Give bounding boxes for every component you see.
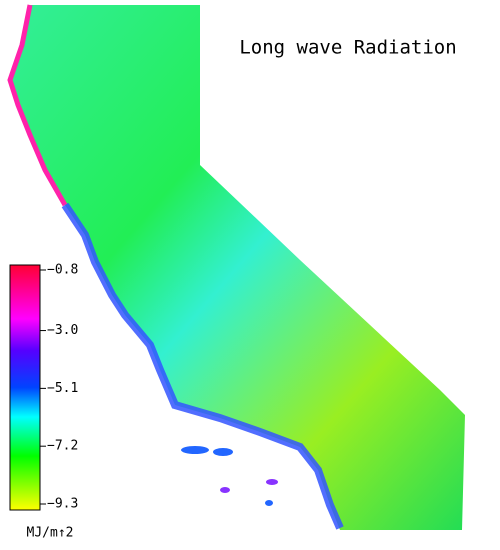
colorbar-tick-label: −3.0 [47,323,78,338]
colorbar-tick-label: −7.2 [47,439,78,454]
coast-edge [7,4,68,207]
colorbar-tick-label: −0.8 [47,263,78,278]
colorbar-ticks: −0.8 −3.0 −5.1 −7.2 −9.3 [40,263,78,512]
colorbar [9,264,41,511]
colorbar-tick-label: −5.1 [47,381,78,396]
island [265,500,273,506]
island [181,446,209,454]
map-title: Long wave Radiation [239,37,456,59]
california-map [7,4,465,530]
colorbar-tick-label: −9.3 [47,497,78,512]
island [213,448,233,456]
state-shape [10,5,465,530]
island [266,479,278,485]
island [220,487,230,493]
colorbar-unit: MJ/m↑2 [27,526,74,541]
coast-band [61,202,344,530]
